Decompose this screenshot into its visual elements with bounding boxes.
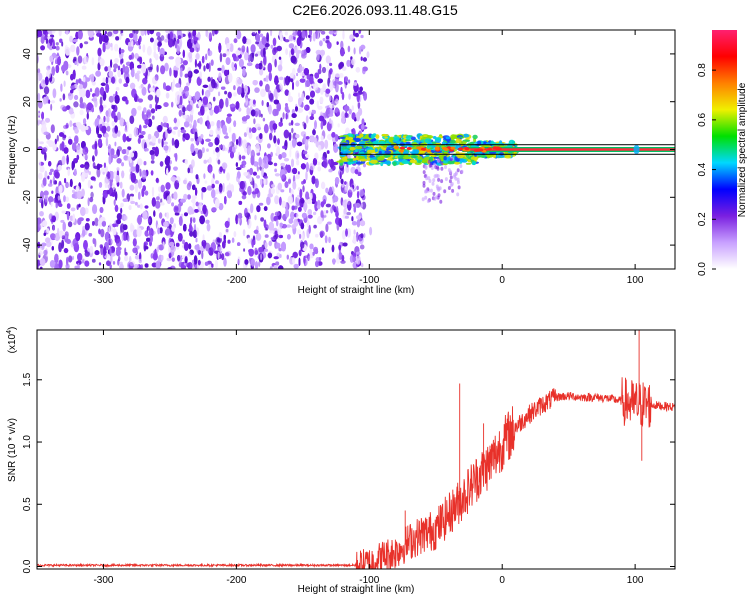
colorbar-tick-label: 0.0 xyxy=(697,262,708,276)
colorbar-gradient xyxy=(712,30,737,269)
spectrogram-y-tick-label: 40 xyxy=(22,48,33,60)
noise-region xyxy=(37,30,373,269)
colorbar-tick-label: 0.6 xyxy=(697,112,708,126)
snr-x-tick-label: -100 xyxy=(359,575,379,586)
spectrogram-x-tick-label: -300 xyxy=(93,275,113,286)
spectrogram-x-tick-label: -100 xyxy=(359,275,379,286)
snr-y-tick-label: 0.5 xyxy=(22,497,33,511)
spectrogram-x-tick-label: 0 xyxy=(499,275,505,286)
snr-x-tick-label: -300 xyxy=(93,575,113,586)
spectrogram-x-tick-label: -200 xyxy=(226,275,246,286)
snr-frame xyxy=(36,329,676,570)
spectrogram-x-ticks: -300 -200 -100 0 100 xyxy=(93,30,644,286)
spectrogram-y-ticks: -40 -20 0 20 40 xyxy=(22,48,675,252)
spectrogram-y-label: Frequency (Hz) xyxy=(7,116,18,185)
snr-y-ticks: 0.0 0.5 1.0 1.5 xyxy=(22,372,675,573)
snr-y-label: SNR (10 * v/v) xyxy=(7,418,18,482)
colorbar-tick-label: 0.2 xyxy=(697,212,708,226)
spectrogram-y-tick-label: 20 xyxy=(22,96,33,108)
snr-panel: -300 -200 -100 0 100 0.0 0.5 1.0 1.5 Height of … xyxy=(6,327,676,595)
spectrogram-y-tick-label: -40 xyxy=(22,237,33,252)
colorbar-tick-label: 0.8 xyxy=(697,63,708,77)
signal-trace xyxy=(336,133,675,204)
page-title: C2E6.2026.093.11.48.G15 xyxy=(292,2,458,18)
snr-y-tick-label: 1.0 xyxy=(22,435,33,449)
colorbar-ticks: 0.0 0.2 0.4 0.6 0.8 xyxy=(697,63,716,276)
spectrogram-x-label: Height of straight line (km) xyxy=(298,285,415,296)
snr-x-ticks: -300 -200 -100 0 100 xyxy=(93,330,644,586)
colorbar-tick-label: 0.4 xyxy=(697,162,708,176)
spectrogram-y-tick-label: -20 xyxy=(22,190,33,205)
colorbar-label: Normalized spectral amplitude xyxy=(737,82,748,217)
snr-x-tick-label: 0 xyxy=(499,575,505,586)
snr-x-tick-label: 100 xyxy=(627,575,644,586)
snr-y-tick-label: 1.5 xyxy=(22,372,33,386)
snr-plot-area xyxy=(37,330,675,569)
snr-y-tick-label: 0.0 xyxy=(22,559,33,573)
snr-x-tick-label: -200 xyxy=(226,575,246,586)
colorbar: 0.0 0.2 0.4 0.6 0.8 Normalized spectral ampl… xyxy=(697,30,748,276)
snr-multiplier: (x104) xyxy=(6,327,18,354)
spectrogram-x-tick-label: 100 xyxy=(627,275,644,286)
snr-series-line xyxy=(37,330,675,569)
spectrogram-y-tick-label: 0 xyxy=(22,146,33,152)
snr-x-label: Height of straight line (km) xyxy=(298,584,415,595)
